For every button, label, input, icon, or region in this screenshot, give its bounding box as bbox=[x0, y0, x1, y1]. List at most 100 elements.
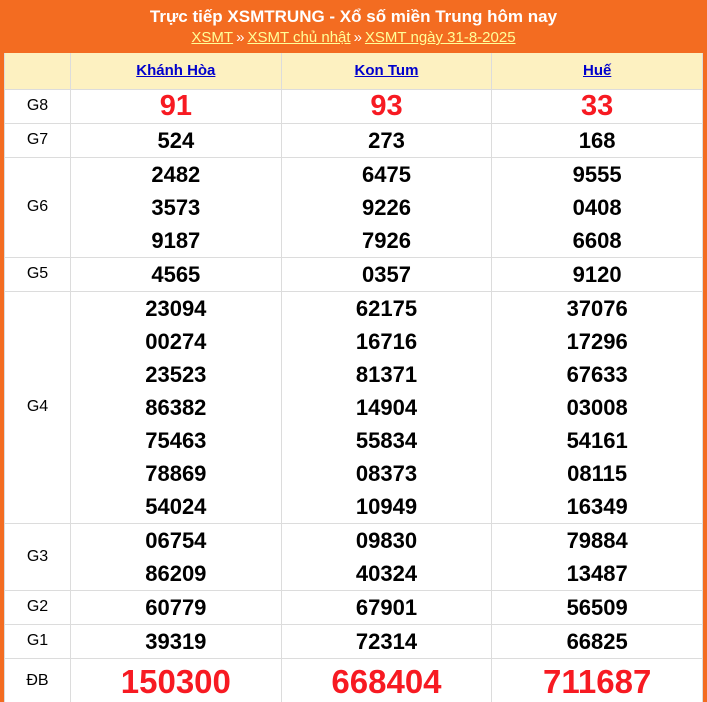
prize-row: G6 2482 3573 9187 6475 9226 7926 9555 0408 660… bbox=[4, 156, 703, 258]
prize-value: 6608 bbox=[572, 227, 622, 253]
results-table-header: Khánh Hòa Kon Tum Huế bbox=[4, 53, 703, 90]
prize-cell-khanh-hoa: 4565 bbox=[70, 256, 282, 292]
prize-row: G4 23094 00274 23523 86382 75463 78869 54024 6… bbox=[4, 290, 703, 524]
prize-value: 0408 bbox=[572, 194, 622, 220]
prize-cell-kon-tum: 67901 bbox=[280, 589, 493, 625]
prize-value: 9226 bbox=[362, 194, 411, 220]
prize-value: 66825 bbox=[566, 628, 628, 654]
prize-value: 09830 bbox=[355, 527, 418, 553]
prize-value: 33 bbox=[581, 89, 614, 122]
prize-cell-khanh-hoa: 23094 00274 23523 86382 75463 78869 54024 bbox=[70, 290, 282, 524]
column-header-hue: Huế bbox=[491, 53, 703, 90]
prize-cell-khanh-hoa: 524 bbox=[70, 122, 282, 158]
prize-value: 93 bbox=[370, 89, 403, 122]
prize-value: 3573 bbox=[151, 194, 201, 220]
prize-cell-kon-tum: 93 bbox=[280, 88, 493, 124]
prize-value: 7926 bbox=[362, 227, 411, 253]
prize-cell-kon-tum: 72314 bbox=[280, 623, 493, 659]
prize-cell-hue: 56509 bbox=[491, 589, 703, 625]
prize-label: G1 bbox=[4, 623, 71, 659]
prize-cell-khanh-hoa: 150300 bbox=[70, 657, 282, 702]
prize-value: 668404 bbox=[331, 662, 442, 700]
prize-value: 67633 bbox=[566, 361, 628, 387]
prize-value: 9555 bbox=[572, 161, 622, 187]
prize-value: 524 bbox=[157, 127, 195, 153]
prize-cell-khanh-hoa: 06754 86209 bbox=[70, 522, 282, 591]
prize-row: G5 4565 0357 9120 bbox=[4, 256, 703, 292]
column-header-khanh-hoa: Khánh Hòa bbox=[70, 53, 282, 90]
prize-cell-kon-tum: 0357 bbox=[280, 256, 493, 292]
page-header: Trực tiếp XSMTRUNG - Xổ số miền Trung hô… bbox=[0, 0, 707, 53]
prize-value: 08373 bbox=[355, 460, 418, 486]
prize-value: 0357 bbox=[362, 261, 411, 287]
prize-value: 4565 bbox=[151, 261, 201, 287]
prize-cell-kon-tum: 6475 9226 7926 bbox=[280, 156, 493, 258]
prize-cell-kon-tum: 273 bbox=[280, 122, 493, 158]
prize-value: 00274 bbox=[145, 328, 207, 354]
prize-cell-hue: 9555 0408 6608 bbox=[491, 156, 703, 258]
prize-value: 75463 bbox=[145, 427, 207, 453]
prize-value: 2482 bbox=[151, 161, 201, 187]
province-link-khanh-hoa[interactable]: Khánh Hòa bbox=[136, 61, 216, 79]
prize-cell-kon-tum: 62175 16716 81371 14904 55834 08373 10949 bbox=[280, 290, 493, 524]
prize-value: 23523 bbox=[145, 361, 207, 387]
prize-value: 03008 bbox=[566, 394, 628, 420]
results-table: Khánh Hòa Kon Tum Huế G8 91 93 33 G7 524… bbox=[4, 53, 703, 702]
prize-value: 168 bbox=[578, 127, 616, 153]
prize-value: 14904 bbox=[355, 394, 418, 420]
prize-value: 54024 bbox=[145, 493, 207, 519]
province-link-kon-tum[interactable]: Kon Tum bbox=[354, 61, 419, 79]
prize-label: G8 bbox=[4, 88, 71, 124]
prize-value: 17296 bbox=[566, 328, 628, 354]
prize-cell-hue: 79884 13487 bbox=[491, 522, 703, 591]
prize-label: G7 bbox=[4, 122, 71, 158]
prize-cell-khanh-hoa: 2482 3573 9187 bbox=[70, 156, 282, 258]
breadcrumb-link-xsmt-chu-nhat[interactable]: XSMT chủ nhật bbox=[247, 29, 351, 46]
prize-label: G6 bbox=[4, 156, 71, 258]
prize-row: G1 39319 72314 66825 bbox=[4, 623, 703, 659]
prize-value: 55834 bbox=[355, 427, 418, 453]
prize-cell-hue: 66825 bbox=[491, 623, 703, 659]
prize-cell-kon-tum: 09830 40324 bbox=[280, 522, 493, 591]
prize-value: 06754 bbox=[145, 527, 207, 553]
prize-value: 86209 bbox=[145, 560, 207, 586]
prize-label: G3 bbox=[4, 522, 71, 591]
page-title: Trực tiếp XSMTRUNG - Xổ số miền Trung hô… bbox=[149, 7, 558, 26]
results-table-container: Khánh Hòa Kon Tum Huế G8 91 93 33 G7 524… bbox=[4, 53, 703, 702]
prize-value: 273 bbox=[368, 127, 405, 153]
prize-value: 23094 bbox=[145, 295, 207, 321]
prize-cell-khanh-hoa: 39319 bbox=[70, 623, 282, 659]
prize-value: 16716 bbox=[355, 328, 418, 354]
prize-value: 39319 bbox=[145, 628, 207, 654]
breadcrumb: XSMT» XSMT chủ nhật» XSMT ngày 31-8-2025 bbox=[0, 28, 707, 47]
prize-label: G4 bbox=[4, 290, 71, 524]
prize-value: 54161 bbox=[566, 427, 628, 453]
prize-value: 72314 bbox=[355, 628, 418, 654]
prize-value: 150300 bbox=[120, 662, 231, 700]
prize-value: 9187 bbox=[151, 227, 201, 253]
prize-value: 08115 bbox=[567, 460, 628, 486]
prize-value: 78869 bbox=[145, 460, 207, 486]
breadcrumb-link-xsmt-date[interactable]: XSMT ngày 31-8-2025 bbox=[364, 29, 516, 46]
prize-cell-hue: 9120 bbox=[491, 256, 703, 292]
prize-value: 711687 bbox=[543, 662, 652, 700]
prize-label: G5 bbox=[4, 256, 71, 292]
province-link-hue[interactable]: Huế bbox=[582, 61, 612, 79]
prize-cell-khanh-hoa: 60779 bbox=[70, 589, 282, 625]
prize-row: ĐB 150300 668404 711687 bbox=[4, 657, 703, 702]
prize-value: 40324 bbox=[355, 560, 418, 586]
breadcrumb-link-xsmt[interactable]: XSMT bbox=[191, 29, 234, 46]
results-table-body: G8 91 93 33 G7 524 273 168 G6 2482 3573 91… bbox=[4, 88, 703, 702]
prize-cell-hue: 33 bbox=[491, 88, 703, 124]
prize-column-header bbox=[4, 53, 71, 90]
prize-value: 56509 bbox=[566, 594, 628, 620]
prize-value: 16349 bbox=[566, 493, 628, 519]
breadcrumb-separator: » bbox=[236, 29, 245, 46]
prize-value: 79884 bbox=[566, 527, 628, 553]
prize-cell-hue: 168 bbox=[491, 122, 703, 158]
prize-value: 60779 bbox=[145, 594, 207, 620]
column-header-kon-tum: Kon Tum bbox=[280, 53, 493, 90]
prize-value: 81371 bbox=[355, 361, 418, 387]
prize-value: 91 bbox=[159, 89, 192, 122]
